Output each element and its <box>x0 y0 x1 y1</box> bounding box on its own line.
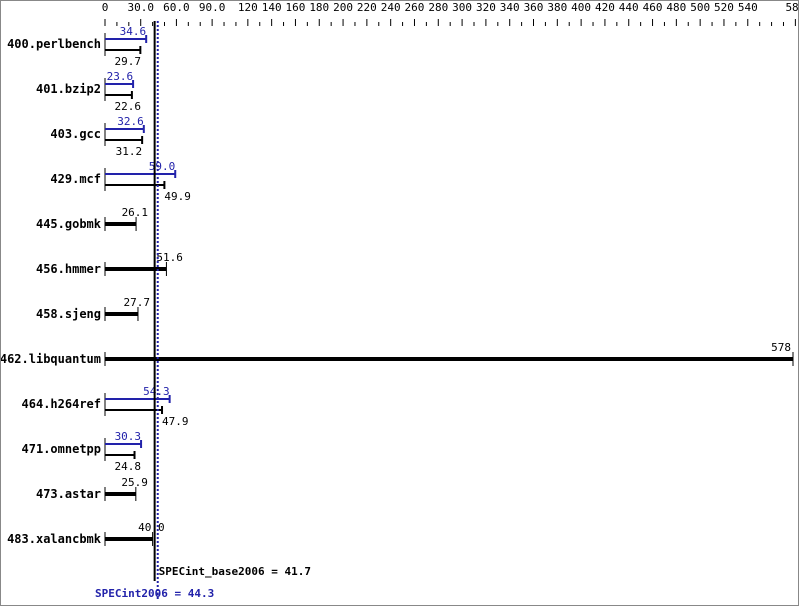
base-value-label: 49.9 <box>164 190 191 203</box>
benchmark-label: 401.bzip2 <box>36 82 101 96</box>
tick-label: 240 <box>381 1 401 14</box>
tick-label: 520 <box>714 1 734 14</box>
benchmark-label: 400.perlbench <box>7 37 101 51</box>
benchmark-label: 403.gcc <box>50 127 101 141</box>
benchmark-label: 445.gobmk <box>36 217 102 231</box>
tick-label: 300 <box>452 1 472 14</box>
base-value-label: 27.7 <box>123 296 150 309</box>
tick-label: 180 <box>309 1 329 14</box>
tick-label: 460 <box>643 1 663 14</box>
tick-label: 160 <box>286 1 306 14</box>
tick-label: 480 <box>666 1 686 14</box>
base-value-label: 578 <box>771 341 791 354</box>
tick-label: 280 <box>428 1 448 14</box>
benchmark-label: 458.sjeng <box>36 307 101 321</box>
base-value-label: 31.2 <box>116 145 143 158</box>
base-value-label: 40.0 <box>138 521 165 534</box>
tick-label: 380 <box>547 1 567 14</box>
base-value-label: 22.6 <box>115 100 142 113</box>
base-value-label: 29.7 <box>115 55 142 68</box>
benchmark-label: 462.libquantum <box>1 352 101 366</box>
base-value-label: 47.9 <box>162 415 189 428</box>
tick-label: 220 <box>357 1 377 14</box>
tick-label: 120 <box>238 1 258 14</box>
peak-value-label: 59.0 <box>149 160 176 173</box>
benchmark-label: 456.hmmer <box>36 262 101 276</box>
tick-label: 30.0 <box>127 1 154 14</box>
tick-label: 500 <box>690 1 710 14</box>
tick-label: 340 <box>500 1 520 14</box>
tick-label: 420 <box>595 1 615 14</box>
benchmark-label: 473.astar <box>36 487 101 501</box>
tick-label: 200 <box>333 1 353 14</box>
base-value-label: 51.6 <box>156 251 183 264</box>
tick-label: 440 <box>619 1 639 14</box>
peak-value-label: 23.6 <box>107 70 134 83</box>
tick-label: 320 <box>476 1 496 14</box>
benchmark-label: 429.mcf <box>50 172 101 186</box>
tick-label: 0 <box>102 1 109 14</box>
tick-label: 400 <box>571 1 591 14</box>
tick-label: 140 <box>262 1 282 14</box>
tick-label: 360 <box>524 1 544 14</box>
tick-label: 260 <box>405 1 425 14</box>
tick-label: 580 <box>785 1 798 14</box>
peak-reference-label: SPECint2006 = 44.3 <box>95 587 214 600</box>
benchmark-label: 471.omnetpp <box>22 442 101 456</box>
peak-value-label: 34.6 <box>120 25 147 38</box>
tick-label: 60.0 <box>163 1 190 14</box>
peak-value-label: 32.6 <box>117 115 144 128</box>
tick-label: 90.0 <box>199 1 226 14</box>
base-value-label: 24.8 <box>115 460 142 473</box>
base-value-label: 25.9 <box>121 476 148 489</box>
tick-label: 540 <box>738 1 758 14</box>
peak-value-label: 54.3 <box>143 385 170 398</box>
peak-value-label: 30.3 <box>115 430 142 443</box>
base-reference-label: SPECint_base2006 = 41.7 <box>159 565 311 578</box>
benchmark-label: 483.xalancbmk <box>7 532 102 546</box>
benchmark-label: 464.h264ref <box>22 397 101 411</box>
base-value-label: 26.1 <box>122 206 149 219</box>
